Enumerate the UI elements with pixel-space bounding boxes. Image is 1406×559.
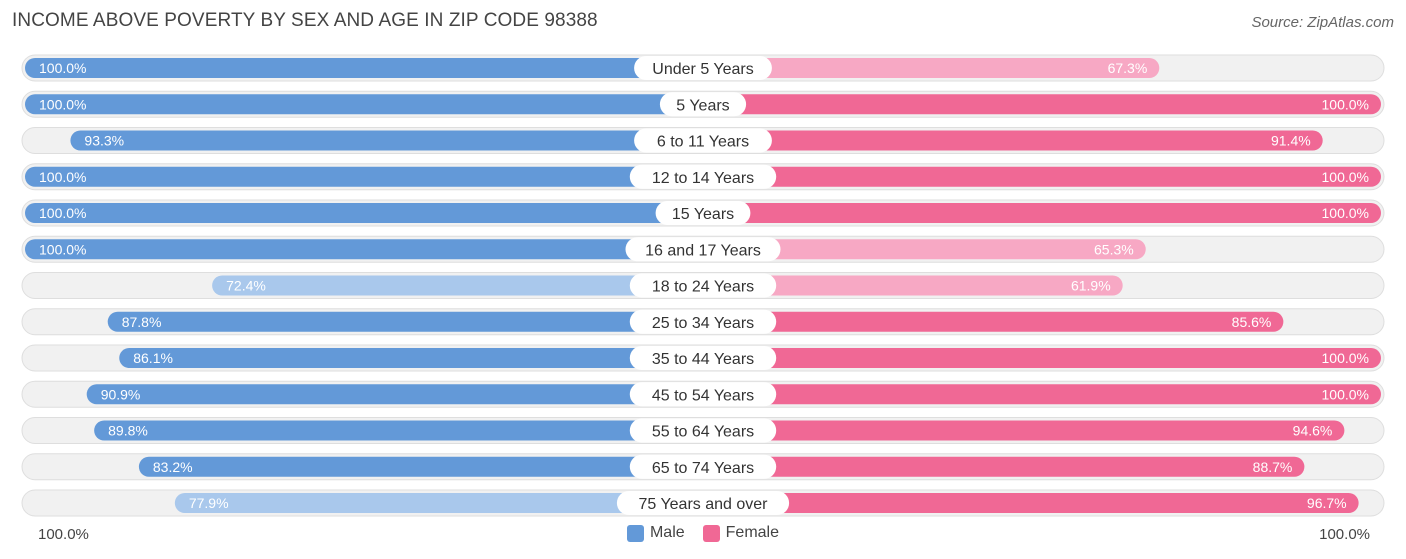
male-value-label: 100.0%: [39, 96, 86, 112]
female-bar: [703, 420, 1345, 441]
female-bar: [703, 275, 1123, 296]
female-value-label: 100.0%: [1322, 96, 1369, 112]
category-label: 12 to 14 Years: [652, 170, 754, 187]
male-value-label: 90.9%: [101, 386, 141, 402]
male-value-label: 100.0%: [39, 205, 86, 221]
male-value-label: 100.0%: [39, 241, 86, 257]
female-bar: [703, 311, 1284, 332]
legend: Male Female: [0, 524, 1406, 542]
female-value-label: 100.0%: [1322, 386, 1369, 402]
male-bar: [25, 239, 703, 260]
male-bar: [25, 58, 703, 78]
female-value-label: 100.0%: [1322, 205, 1369, 221]
legend-female-label: Female: [725, 524, 780, 541]
male-swatch: [626, 524, 644, 542]
female-value-label: 94.6%: [1293, 423, 1333, 439]
male-value-label: 93.3%: [84, 133, 124, 149]
female-value-label: 65.3%: [1094, 241, 1134, 257]
female-value-label: 91.4%: [1271, 133, 1311, 149]
category-pill: [629, 309, 777, 334]
female-bar: [703, 94, 1381, 115]
female-bar: [703, 384, 1381, 405]
male-value-label: 72.4%: [226, 278, 266, 294]
female-swatch: [702, 524, 720, 542]
male-bar: [174, 493, 703, 513]
category-label: 5 Years: [676, 97, 729, 114]
category-pill: [634, 128, 772, 153]
category-label: 45 to 54 Years: [652, 387, 754, 404]
bar-chart: 100.0% 67.3% Under 5 Years 100.0% 100.0% 5 Ye…: [21, 54, 1385, 517]
category-pill: [629, 273, 777, 298]
female-bar: [703, 130, 1323, 151]
male-bar: [94, 420, 703, 441]
category-label: Under 5 Years: [652, 61, 753, 78]
male-value-label: 83.2%: [153, 459, 193, 475]
male-bar: [25, 166, 703, 187]
source-label: Source: ZipAtlas.com: [1251, 14, 1394, 31]
male-bar: [119, 348, 703, 368]
female-value-label: 85.6%: [1232, 314, 1272, 330]
category-pill: [616, 491, 790, 515]
male-bar: [107, 311, 703, 332]
axis-right-label: 100.0%: [1319, 526, 1370, 543]
female-value-label: 100.0%: [1322, 350, 1369, 366]
legend-male-label: Male: [649, 524, 685, 541]
male-bar: [70, 130, 703, 151]
female-bar: [703, 239, 1146, 260]
category-pill: [634, 56, 772, 80]
legend-item-male: Male: [626, 524, 685, 542]
axis-left-label: 100.0%: [38, 526, 89, 543]
female-value-label: 88.7%: [1253, 459, 1293, 475]
male-value-label: 77.9%: [189, 495, 229, 511]
category-label: 55 to 64 Years: [652, 424, 754, 441]
category-pill: [629, 346, 777, 370]
male-bar: [138, 456, 704, 477]
category-label: 16 and 17 Years: [645, 242, 761, 259]
male-bar: [86, 384, 703, 405]
male-value-label: 100.0%: [39, 169, 86, 185]
male-value-label: 89.8%: [108, 423, 148, 439]
male-bar: [25, 203, 703, 223]
male-value-label: 100.0%: [39, 60, 86, 76]
category-label: 25 to 34 Years: [652, 315, 754, 332]
category-label: 15 Years: [672, 206, 734, 223]
male-value-label: 87.8%: [122, 314, 162, 330]
male-bar: [25, 94, 703, 115]
male-value-label: 86.1%: [133, 350, 173, 366]
category-label: 65 to 74 Years: [652, 460, 754, 477]
category-label: 75 Years and over: [639, 496, 769, 513]
category-pill: [629, 164, 777, 189]
female-value-label: 96.7%: [1307, 495, 1347, 511]
female-value-label: 100.0%: [1322, 169, 1369, 185]
chart-title: INCOME ABOVE POVERTY BY SEX AND AGE IN Z…: [12, 10, 598, 31]
female-bar: [703, 166, 1381, 187]
female-bar: [703, 456, 1305, 477]
category-pill: [629, 454, 777, 479]
female-value-label: 61.9%: [1071, 278, 1111, 294]
male-bar: [212, 275, 704, 296]
category-pill: [625, 237, 781, 262]
category-pill: [655, 201, 751, 225]
category-pill: [629, 418, 777, 443]
female-bar: [703, 348, 1381, 368]
female-bar: [703, 58, 1160, 78]
legend-item-female: Female: [702, 524, 780, 542]
female-bar: [703, 203, 1381, 223]
category-label: 35 to 44 Years: [652, 351, 754, 368]
female-value-label: 67.3%: [1108, 60, 1148, 76]
category-label: 6 to 11 Years: [657, 134, 749, 151]
category-pill: [659, 92, 747, 117]
female-bar: [703, 493, 1359, 513]
category-pill: [629, 382, 777, 407]
category-label: 18 to 24 Years: [652, 279, 754, 296]
